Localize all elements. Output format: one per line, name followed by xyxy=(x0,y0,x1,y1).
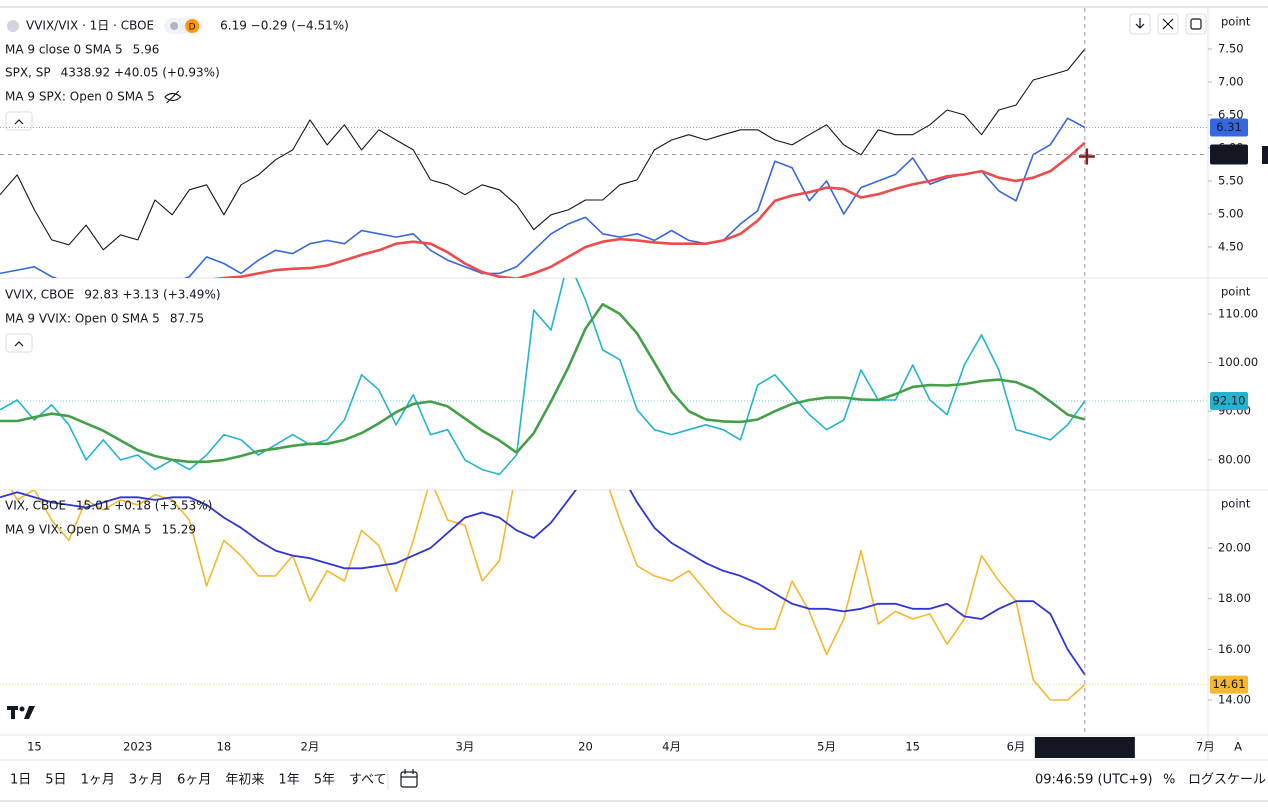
legend-name: SPX, SP xyxy=(5,66,51,80)
crosshair-price-label: 5.90 xyxy=(1216,147,1242,161)
crosshair-price-tag xyxy=(1210,144,1248,165)
axis-unit-label: point xyxy=(1221,497,1251,511)
legend-name: VVIX/VIX · 1日 · CBOE xyxy=(26,19,154,33)
axis-unit-label: point xyxy=(1221,285,1251,299)
pane-buttons xyxy=(1129,13,1207,35)
status-dot xyxy=(170,22,179,30)
legend-toggle[interactable] xyxy=(5,111,33,131)
y-tick-label: 14.00 xyxy=(1218,693,1251,707)
y-tick-label: 4.50 xyxy=(1218,239,1244,253)
symbol-icon xyxy=(7,20,19,32)
chevron-icon xyxy=(14,341,24,347)
plot-area xyxy=(0,490,1086,701)
y-tick-label: 20.00 xyxy=(1218,541,1251,555)
x-tick-label: 2023 xyxy=(123,740,152,754)
arrow-icon xyxy=(1135,18,1145,29)
legend-name: VVIX, CBOE xyxy=(5,288,74,302)
chevron-icon xyxy=(14,119,24,125)
price-tag-label: 14.61 xyxy=(1213,677,1246,691)
price-tag-label: 92.10 xyxy=(1213,394,1246,408)
range-button[interactable]: 1年 xyxy=(278,773,299,788)
x-tick-label: 2月 xyxy=(301,740,320,754)
legend-readout: 87.75 xyxy=(170,312,204,326)
y-tick-label: 7.50 xyxy=(1218,41,1244,55)
legend-name: MA 9 VVIX: Open 0 SMA 5 xyxy=(5,312,160,326)
range-button[interactable]: 5年 xyxy=(314,773,335,788)
legend-name: MA 9 close 0 SMA 5 xyxy=(5,43,123,57)
x-tick-label: 7月 xyxy=(1196,740,1215,754)
legend-name: MA 9 VIX: Open 0 SMA 5 xyxy=(5,523,152,537)
maximize-button[interactable] xyxy=(1185,13,1207,35)
range-button[interactable]: 1日 xyxy=(10,773,31,788)
y-tick-label: 18.00 xyxy=(1218,591,1251,605)
collapse-icon xyxy=(1162,18,1174,30)
range-button[interactable]: すべて xyxy=(349,773,387,788)
legend-readout: 6.19 −0.29 (−4.51%) xyxy=(220,19,349,33)
auto-scale-button[interactable]: A xyxy=(1234,740,1242,754)
series-line xyxy=(0,490,1086,676)
y-tick-label: 80.00 xyxy=(1218,452,1251,466)
price-tag xyxy=(1210,392,1248,411)
delay-badge xyxy=(185,19,200,33)
series-line xyxy=(0,48,1086,251)
logo xyxy=(7,706,35,719)
y-tick-label: 100.00 xyxy=(1218,355,1258,369)
series-line xyxy=(0,278,1086,476)
series-line xyxy=(212,141,1086,278)
x-tick-label: 3月 xyxy=(456,740,475,754)
range-button[interactable]: 年初来 xyxy=(225,773,264,788)
range-button[interactable]: 5日 xyxy=(45,773,66,788)
y-tick-label: 5.50 xyxy=(1218,173,1244,187)
crosshair-date-label: 2023-06-12 (月) xyxy=(1039,741,1130,755)
series-line xyxy=(0,117,1086,278)
y-tick-label: 110.00 xyxy=(1218,306,1258,320)
range-button[interactable]: 6ヶ月 xyxy=(177,773,211,788)
log-scale-button[interactable]: ログスケール xyxy=(1188,773,1266,788)
x-tick-label: 20 xyxy=(578,740,593,754)
x-tick-label: 4月 xyxy=(662,740,681,754)
maximize-icon xyxy=(1190,18,1202,30)
price-tag xyxy=(1210,118,1248,137)
y-tick-label: 5.00 xyxy=(1218,206,1244,220)
calendar-button[interactable] xyxy=(400,769,418,788)
percent-button[interactable]: % xyxy=(1163,773,1175,788)
range-button[interactable]: 1ヶ月 xyxy=(81,773,115,788)
plot-area xyxy=(0,278,1086,476)
price-tag xyxy=(1210,675,1248,694)
legend-readout: 4338.92 +40.05 (+0.93%) xyxy=(61,66,220,80)
x-tick-label: 15 xyxy=(27,740,42,754)
legend-readout: 15.29 xyxy=(162,523,196,537)
plot-area xyxy=(0,48,1086,278)
legend-name: VIX, CBOE xyxy=(5,499,66,513)
legend-toggles xyxy=(5,111,33,353)
series-line xyxy=(10,490,1086,701)
x-tick-label: 5月 xyxy=(817,740,836,754)
x-tick-label: 6月 xyxy=(1007,740,1026,754)
series-line xyxy=(0,302,1086,464)
legend-readout: 5.96 xyxy=(133,43,160,57)
y-tick-label: 16.00 xyxy=(1218,642,1251,656)
x-tick-label: 15 xyxy=(905,740,920,754)
legend-toggle[interactable] xyxy=(5,333,33,353)
legend-name: MA 9 SPX: Open 0 SMA 5 xyxy=(5,90,155,104)
crosshair-date-tag xyxy=(1034,737,1135,758)
x-tick-label: 18 xyxy=(217,740,232,754)
legend-readout: 15.01 +0.18 (+3.53%) xyxy=(76,499,212,513)
y-tick-label: 6.50 xyxy=(1218,107,1244,121)
axis-unit-label: point xyxy=(1221,15,1251,29)
hidden-icon xyxy=(164,90,182,104)
edge-marker xyxy=(1262,146,1268,164)
delay-letter: D xyxy=(189,23,196,33)
range-button[interactable]: 3ヶ月 xyxy=(129,773,163,788)
cursor-cross xyxy=(1078,148,1095,165)
price-tag-label: 6.31 xyxy=(1216,120,1242,134)
y-tick-label: 7.00 xyxy=(1218,74,1244,88)
legend-readout: 92.83 +3.13 (+3.49%) xyxy=(84,288,220,302)
clock: 09:46:59 (UTC+9) xyxy=(1035,773,1153,788)
